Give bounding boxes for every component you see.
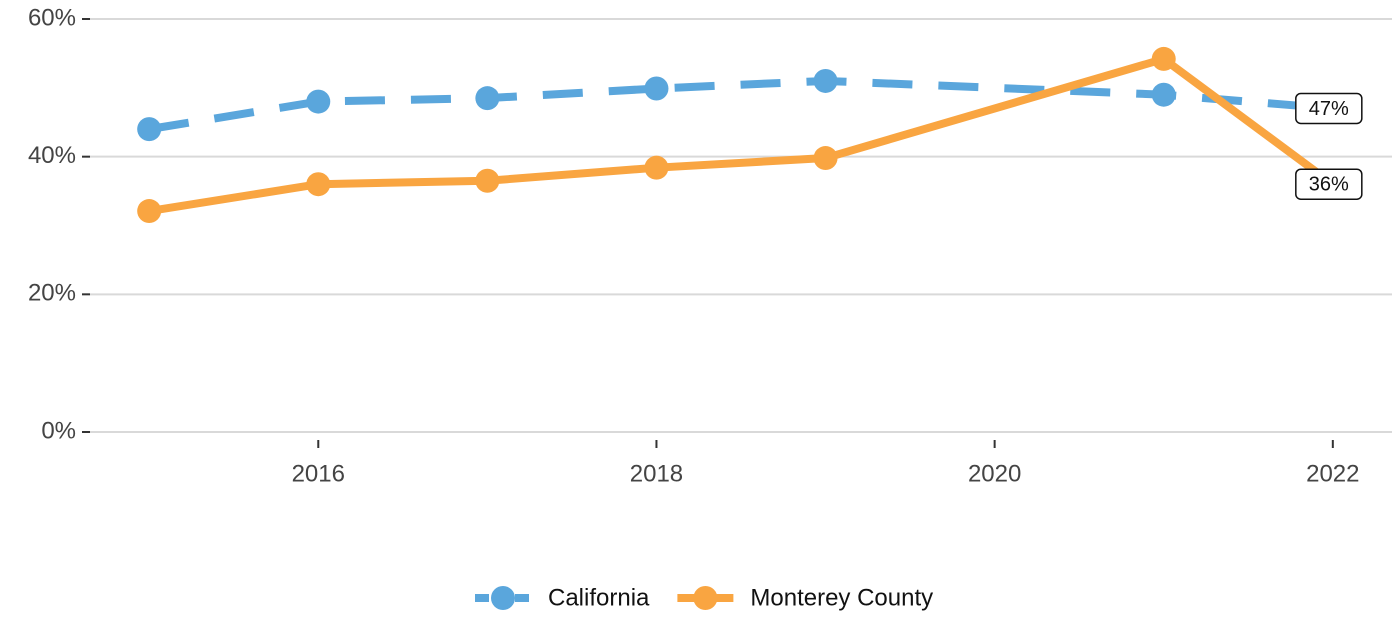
point [644,155,669,180]
y-tick-label: 0% [41,417,76,444]
y-tick-label: 20% [28,280,76,307]
point [1151,46,1176,71]
point [475,86,500,111]
x-tick-label: 2018 [630,460,683,487]
point [137,117,162,142]
legend-label: Monterey County [750,584,933,611]
point [306,172,331,197]
point [475,168,500,193]
value-label: 47% [1309,98,1349,120]
x-tick-label: 2020 [968,460,1021,487]
y-tick-label: 60% [28,4,76,31]
value-label: 36% [1309,173,1349,195]
legend-label: California [548,584,650,611]
x-tick-label: 2016 [292,460,345,487]
point [813,68,838,93]
legend-key-point [693,586,718,610]
y-tick-label: 40% [28,142,76,169]
point [306,89,331,114]
value-label-box [1295,168,1363,200]
value-label-box [1295,92,1363,125]
point [813,146,838,171]
legend-key-point [491,586,515,610]
point [1151,82,1176,107]
point [644,76,669,101]
x-tick-label: 2022 [1306,460,1359,487]
point [137,199,162,224]
